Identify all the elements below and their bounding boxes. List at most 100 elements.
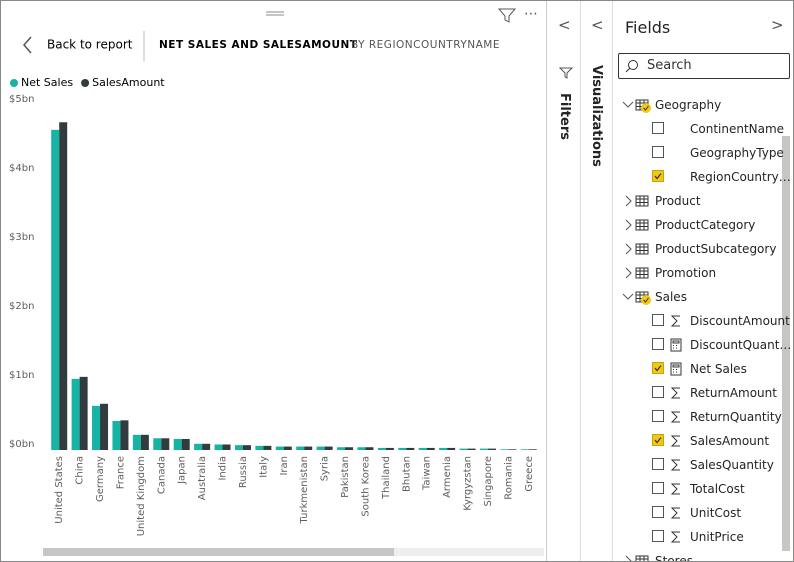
filters-label[interactable]: Filters xyxy=(557,93,572,140)
table-icon xyxy=(635,195,649,207)
bar xyxy=(263,445,272,450)
bar xyxy=(59,122,68,450)
y-tick-label: $4bn xyxy=(9,163,34,174)
x-tick-label: India xyxy=(218,456,229,481)
y-tick-label: $0bn xyxy=(9,439,34,450)
table-name[interactable]: Sales xyxy=(655,290,687,304)
bar xyxy=(426,447,435,450)
legend-marker xyxy=(10,79,18,87)
bar xyxy=(337,447,346,450)
search-icon xyxy=(625,60,638,73)
bar xyxy=(357,447,366,450)
table-name[interactable]: Product xyxy=(655,194,701,208)
filter-icon xyxy=(559,67,573,79)
filters-pane xyxy=(549,1,581,561)
checkbox xyxy=(652,362,664,374)
x-tick-label: Romania xyxy=(503,456,514,500)
field-icon xyxy=(670,507,680,519)
field-name[interactable]: UnitPrice xyxy=(690,530,744,544)
bar xyxy=(112,421,121,450)
field-icon xyxy=(670,387,680,399)
bar xyxy=(92,405,101,450)
bar xyxy=(345,447,354,450)
bar xyxy=(140,434,149,450)
bar xyxy=(242,445,251,450)
x-tick-label: Australia xyxy=(197,456,208,500)
scrollbar[interactable] xyxy=(782,136,790,551)
field-name[interactable]: ReturnAmount xyxy=(690,386,777,400)
bar xyxy=(234,445,243,450)
checkbox xyxy=(652,458,664,470)
checkbox xyxy=(652,122,664,134)
chevron xyxy=(625,555,632,561)
field-name[interactable]: ReturnQuantity xyxy=(690,410,782,424)
filter-icon[interactable] xyxy=(497,8,517,23)
bar xyxy=(120,420,129,450)
bar xyxy=(459,448,468,450)
table-name[interactable]: ProductCategory xyxy=(655,218,756,232)
x-tick-label: Turkmenistan xyxy=(299,456,310,524)
bar xyxy=(153,438,162,450)
x-tick-label: Kyrgyzstan xyxy=(463,456,474,511)
bar xyxy=(520,449,529,450)
expand-visualizations[interactable]: < xyxy=(591,16,604,34)
bar xyxy=(51,129,60,450)
field-name[interactable]: TotalCost xyxy=(690,482,745,496)
checkbox xyxy=(652,338,664,350)
x-tick-label: Russia xyxy=(238,456,249,488)
chevron xyxy=(622,293,634,300)
expand-filters[interactable]: < xyxy=(558,16,571,34)
checkbox xyxy=(652,146,664,158)
selected-badge xyxy=(641,103,651,113)
chevron xyxy=(625,219,632,231)
bar xyxy=(385,447,394,450)
x-tick-label: Singapore xyxy=(483,456,494,506)
table-name[interactable]: Stores xyxy=(655,554,693,562)
scrollbar-thumb[interactable] xyxy=(43,548,394,556)
bar xyxy=(181,438,190,450)
field-icon xyxy=(670,459,680,471)
x-tick-label: United States xyxy=(54,456,65,524)
checkbox xyxy=(652,314,664,326)
checkbox xyxy=(652,434,664,446)
bar xyxy=(418,447,427,450)
field-name[interactable]: Net Sales xyxy=(690,362,747,376)
field-name[interactable]: ContinentName xyxy=(690,122,785,136)
y-tick-label: $1bn xyxy=(9,370,34,381)
checkbox xyxy=(652,506,664,518)
field-name[interactable]: SalesAmount xyxy=(690,434,770,448)
checkbox xyxy=(652,386,664,398)
bar xyxy=(500,449,509,450)
bar xyxy=(222,444,231,450)
bar xyxy=(214,444,223,450)
search-box[interactable]: Search xyxy=(618,53,790,79)
visualizations-label[interactable]: Visualizations xyxy=(589,65,604,167)
collapse-fields[interactable]: > xyxy=(771,16,784,34)
chevron xyxy=(625,267,632,279)
bar xyxy=(528,449,537,450)
table-icon xyxy=(635,219,649,231)
bar xyxy=(508,449,517,450)
field-name[interactable]: DiscountQuant… xyxy=(690,338,792,352)
field-name[interactable]: GeographyType xyxy=(690,146,784,160)
x-tick-label: Armenia xyxy=(442,456,453,498)
back-button[interactable]: Back to report xyxy=(47,38,133,52)
table-name[interactable]: Geography xyxy=(655,98,722,112)
field-name[interactable]: UnitCost xyxy=(690,506,742,520)
chevron xyxy=(622,101,634,108)
field-icon xyxy=(670,435,680,447)
bar xyxy=(479,448,488,450)
field-name[interactable]: RegionCountry… xyxy=(690,170,791,184)
visual-subtitle: BY REGIONCOUNTRYNAME xyxy=(351,39,500,51)
field-name[interactable]: SalesQuantity xyxy=(690,458,774,472)
bar xyxy=(365,447,374,450)
fields-pane: Fields > Search Geography ContinentName Ge… xyxy=(613,1,793,562)
field-name[interactable]: DiscountAmount xyxy=(690,314,790,328)
table-name[interactable]: ProductSubcategory xyxy=(655,242,777,256)
table-name[interactable]: Promotion xyxy=(655,266,717,280)
back-icon[interactable] xyxy=(23,36,32,54)
bar xyxy=(161,438,170,450)
y-tick-label: $5bn xyxy=(9,94,34,105)
more-options[interactable]: ⋯ xyxy=(524,6,538,22)
